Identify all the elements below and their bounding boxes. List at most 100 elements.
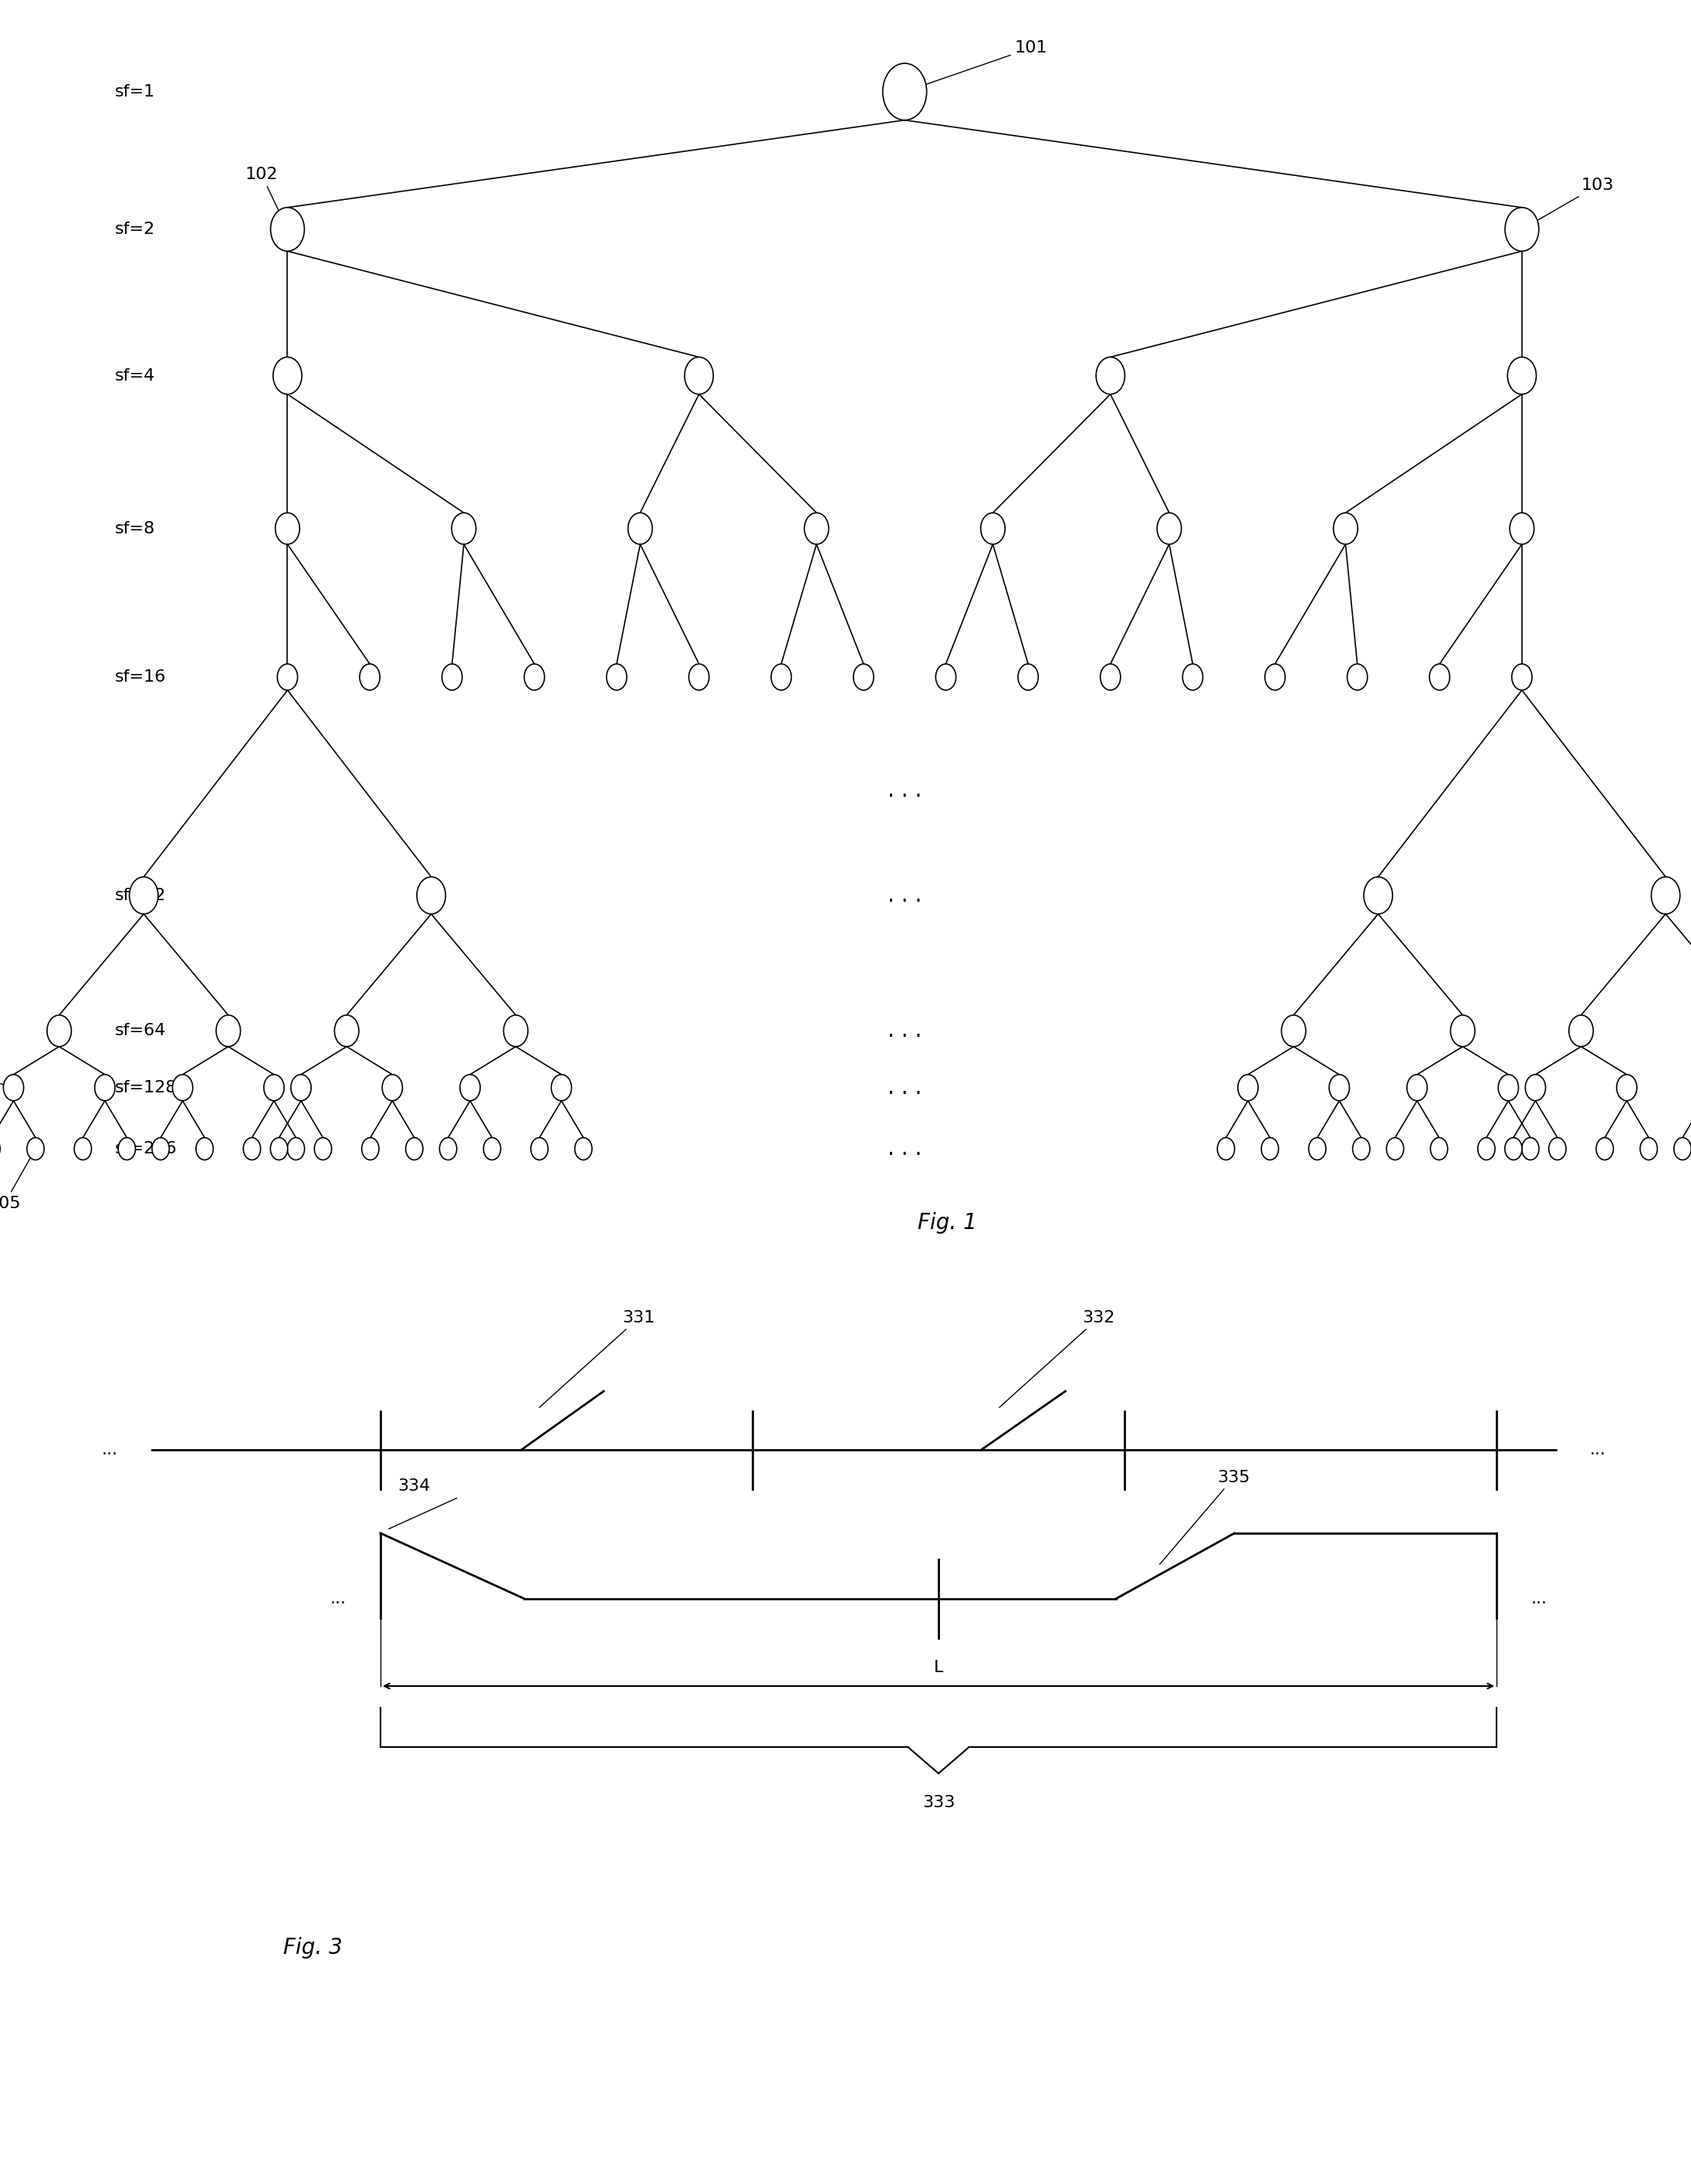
Text: 102: 102 <box>245 166 286 227</box>
Circle shape <box>771 664 791 690</box>
Circle shape <box>451 513 475 544</box>
Circle shape <box>335 1016 358 1046</box>
Circle shape <box>1640 1138 1657 1160</box>
Circle shape <box>27 1138 44 1160</box>
Circle shape <box>484 1138 501 1160</box>
Circle shape <box>1387 1138 1404 1160</box>
Text: 335: 335 <box>1160 1470 1250 1564</box>
Text: ...: ... <box>1590 1441 1606 1459</box>
Circle shape <box>264 1075 284 1101</box>
Circle shape <box>460 1075 480 1101</box>
Circle shape <box>1512 664 1532 690</box>
Circle shape <box>575 1138 592 1160</box>
Circle shape <box>3 1075 24 1101</box>
Circle shape <box>406 1138 423 1160</box>
Text: . . .: . . . <box>888 1077 922 1099</box>
Circle shape <box>1261 1138 1278 1160</box>
Circle shape <box>1101 664 1121 690</box>
Circle shape <box>274 358 303 393</box>
Circle shape <box>1596 1138 1613 1160</box>
Text: 332: 332 <box>999 1310 1114 1406</box>
Circle shape <box>1265 664 1285 690</box>
Text: 106: 106 <box>0 1051 12 1088</box>
Text: sf=2: sf=2 <box>115 221 156 238</box>
Circle shape <box>1525 1075 1546 1101</box>
Circle shape <box>418 878 446 913</box>
Circle shape <box>47 1016 71 1046</box>
Text: Fig. 1: Fig. 1 <box>917 1212 977 1234</box>
Circle shape <box>118 1138 135 1160</box>
Circle shape <box>1522 1138 1539 1160</box>
Text: sf=256: sf=256 <box>115 1140 178 1158</box>
Circle shape <box>627 513 653 544</box>
Circle shape <box>441 664 462 690</box>
Circle shape <box>1309 1138 1326 1160</box>
Circle shape <box>1498 1075 1519 1101</box>
Circle shape <box>74 1138 91 1160</box>
Circle shape <box>315 1138 331 1160</box>
Circle shape <box>1329 1075 1349 1101</box>
Circle shape <box>1510 513 1534 544</box>
Text: 103: 103 <box>1524 177 1613 229</box>
Circle shape <box>216 1016 240 1046</box>
Circle shape <box>1431 1138 1447 1160</box>
Circle shape <box>981 513 1004 544</box>
Circle shape <box>1549 1138 1566 1160</box>
Circle shape <box>1365 878 1393 913</box>
Circle shape <box>244 1138 260 1160</box>
Circle shape <box>1157 513 1182 544</box>
Text: . . .: . . . <box>888 780 922 802</box>
Circle shape <box>607 664 627 690</box>
Circle shape <box>196 1138 213 1160</box>
Circle shape <box>130 878 159 913</box>
Text: 331: 331 <box>539 1310 654 1406</box>
Text: . . .: . . . <box>888 885 922 906</box>
Text: sf=4: sf=4 <box>115 367 156 384</box>
Circle shape <box>271 207 304 251</box>
Circle shape <box>1407 1075 1427 1101</box>
Circle shape <box>854 664 874 690</box>
Circle shape <box>271 1138 287 1160</box>
Circle shape <box>1505 207 1539 251</box>
Text: ...: ... <box>101 1441 118 1459</box>
Circle shape <box>152 1138 169 1160</box>
Circle shape <box>360 664 380 690</box>
Circle shape <box>1348 664 1368 690</box>
Circle shape <box>1282 1016 1305 1046</box>
Text: Fig. 3: Fig. 3 <box>282 1937 343 1959</box>
Circle shape <box>95 1075 115 1101</box>
Text: . . .: . . . <box>888 1020 922 1042</box>
Circle shape <box>805 513 829 544</box>
Circle shape <box>1569 1016 1593 1046</box>
Circle shape <box>172 1075 193 1101</box>
Text: L: L <box>933 1660 944 1675</box>
Circle shape <box>1218 1138 1234 1160</box>
Circle shape <box>362 1138 379 1160</box>
Text: ...: ... <box>1530 1590 1547 1607</box>
Text: 333: 333 <box>922 1795 955 1811</box>
Text: sf=16: sf=16 <box>115 668 166 686</box>
Circle shape <box>688 664 709 690</box>
Circle shape <box>1238 1075 1258 1101</box>
Circle shape <box>1478 1138 1495 1160</box>
Circle shape <box>276 513 299 544</box>
Circle shape <box>1508 358 1535 393</box>
Circle shape <box>1334 513 1358 544</box>
Circle shape <box>1674 1138 1691 1160</box>
Circle shape <box>524 664 545 690</box>
Circle shape <box>551 1075 572 1101</box>
Circle shape <box>1096 358 1125 393</box>
Text: sf=32: sf=32 <box>115 887 166 904</box>
Circle shape <box>277 664 298 690</box>
Text: 105: 105 <box>0 1151 34 1212</box>
Circle shape <box>883 63 927 120</box>
Circle shape <box>1617 1075 1637 1101</box>
Circle shape <box>531 1138 548 1160</box>
Circle shape <box>1451 1016 1475 1046</box>
Text: sf=1: sf=1 <box>115 83 156 100</box>
Text: sf=64: sf=64 <box>115 1022 166 1040</box>
Circle shape <box>1429 664 1449 690</box>
Circle shape <box>685 358 714 393</box>
Circle shape <box>1018 664 1038 690</box>
Circle shape <box>291 1075 311 1101</box>
